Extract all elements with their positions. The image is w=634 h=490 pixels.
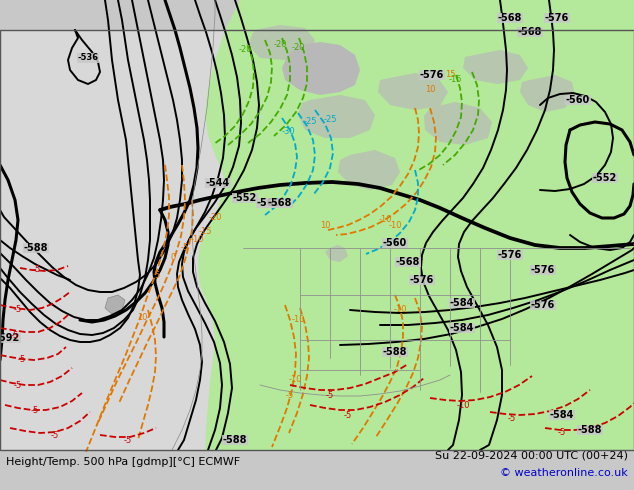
Text: -552: -552 xyxy=(233,193,257,203)
Text: -20: -20 xyxy=(208,214,222,222)
Text: -15: -15 xyxy=(198,227,212,237)
Polygon shape xyxy=(105,295,125,314)
Text: -584: -584 xyxy=(450,298,474,308)
Text: 10: 10 xyxy=(137,314,147,322)
Text: -568: -568 xyxy=(268,198,292,208)
Text: -10: -10 xyxy=(393,305,407,315)
Text: -5: -5 xyxy=(286,391,294,399)
Text: -5: -5 xyxy=(344,411,352,419)
Polygon shape xyxy=(378,73,448,110)
Text: -10: -10 xyxy=(291,316,305,324)
Text: -536: -536 xyxy=(77,53,98,63)
Text: -5: -5 xyxy=(508,414,516,422)
Polygon shape xyxy=(424,102,492,145)
Polygon shape xyxy=(520,75,575,112)
Text: -576: -576 xyxy=(545,13,569,23)
Text: -5: -5 xyxy=(11,330,19,340)
Text: -588: -588 xyxy=(23,243,48,253)
Text: © weatheronline.co.uk: © weatheronline.co.uk xyxy=(500,468,628,478)
Bar xyxy=(0,30,634,450)
Text: -584: -584 xyxy=(450,323,474,333)
Text: -5: -5 xyxy=(33,266,41,274)
Text: -20: -20 xyxy=(291,44,305,52)
Text: -20: -20 xyxy=(238,46,252,54)
Text: -576: -576 xyxy=(410,275,434,285)
Text: -588: -588 xyxy=(223,435,247,445)
Text: -568: -568 xyxy=(396,257,420,267)
Text: -10: -10 xyxy=(190,236,204,245)
Text: Su 22-09-2024 00:00 UTC (00+24): Su 22-09-2024 00:00 UTC (00+24) xyxy=(435,450,628,460)
Bar xyxy=(0,456,634,490)
Text: -544: -544 xyxy=(206,178,230,188)
Text: -5: -5 xyxy=(31,406,39,415)
Text: Height/Temp. 500 hPa [gdmp][°C] ECMWF: Height/Temp. 500 hPa [gdmp][°C] ECMWF xyxy=(6,457,240,467)
Text: -5: -5 xyxy=(124,436,132,444)
Text: -576: -576 xyxy=(531,300,555,310)
Text: 5: 5 xyxy=(154,270,160,279)
Polygon shape xyxy=(325,245,348,262)
Polygon shape xyxy=(463,50,528,84)
Text: -588: -588 xyxy=(383,347,407,357)
Text: -568: -568 xyxy=(518,27,542,37)
Text: -5: -5 xyxy=(14,381,22,390)
Text: -576: -576 xyxy=(531,265,555,275)
Text: -15: -15 xyxy=(448,75,462,84)
Text: -5: -5 xyxy=(51,431,59,440)
Text: -584: -584 xyxy=(550,410,574,420)
Polygon shape xyxy=(198,0,634,430)
Polygon shape xyxy=(248,25,315,60)
Text: -568: -568 xyxy=(498,13,522,23)
Text: -30: -30 xyxy=(281,127,295,137)
Text: -10: -10 xyxy=(378,216,392,224)
Text: -20: -20 xyxy=(273,41,287,49)
Text: 0: 0 xyxy=(171,253,176,263)
Text: -576: -576 xyxy=(498,250,522,260)
Text: 15: 15 xyxy=(444,71,455,79)
Text: -5: -5 xyxy=(558,427,566,437)
Text: -5: -5 xyxy=(18,356,26,365)
Text: 10: 10 xyxy=(320,220,330,229)
Text: -576: -576 xyxy=(420,70,444,80)
Text: -10: -10 xyxy=(456,400,470,410)
Text: -25: -25 xyxy=(323,116,337,124)
Text: -560: -560 xyxy=(257,198,281,208)
Text: -552: -552 xyxy=(593,173,617,183)
Text: -25: -25 xyxy=(303,118,317,126)
Text: 10: 10 xyxy=(425,85,436,95)
Polygon shape xyxy=(198,0,634,450)
Text: -592: -592 xyxy=(0,333,20,343)
Text: -5: -5 xyxy=(14,305,22,315)
Polygon shape xyxy=(298,95,375,138)
Text: -5: -5 xyxy=(181,244,189,252)
Text: -560: -560 xyxy=(566,95,590,105)
Text: -10: -10 xyxy=(388,220,402,229)
Text: -10: -10 xyxy=(288,375,302,385)
Text: -5: -5 xyxy=(326,391,334,399)
Polygon shape xyxy=(282,42,360,95)
Bar xyxy=(0,30,634,450)
Text: -588: -588 xyxy=(578,425,602,435)
Polygon shape xyxy=(338,150,400,190)
Text: -560: -560 xyxy=(383,238,407,248)
